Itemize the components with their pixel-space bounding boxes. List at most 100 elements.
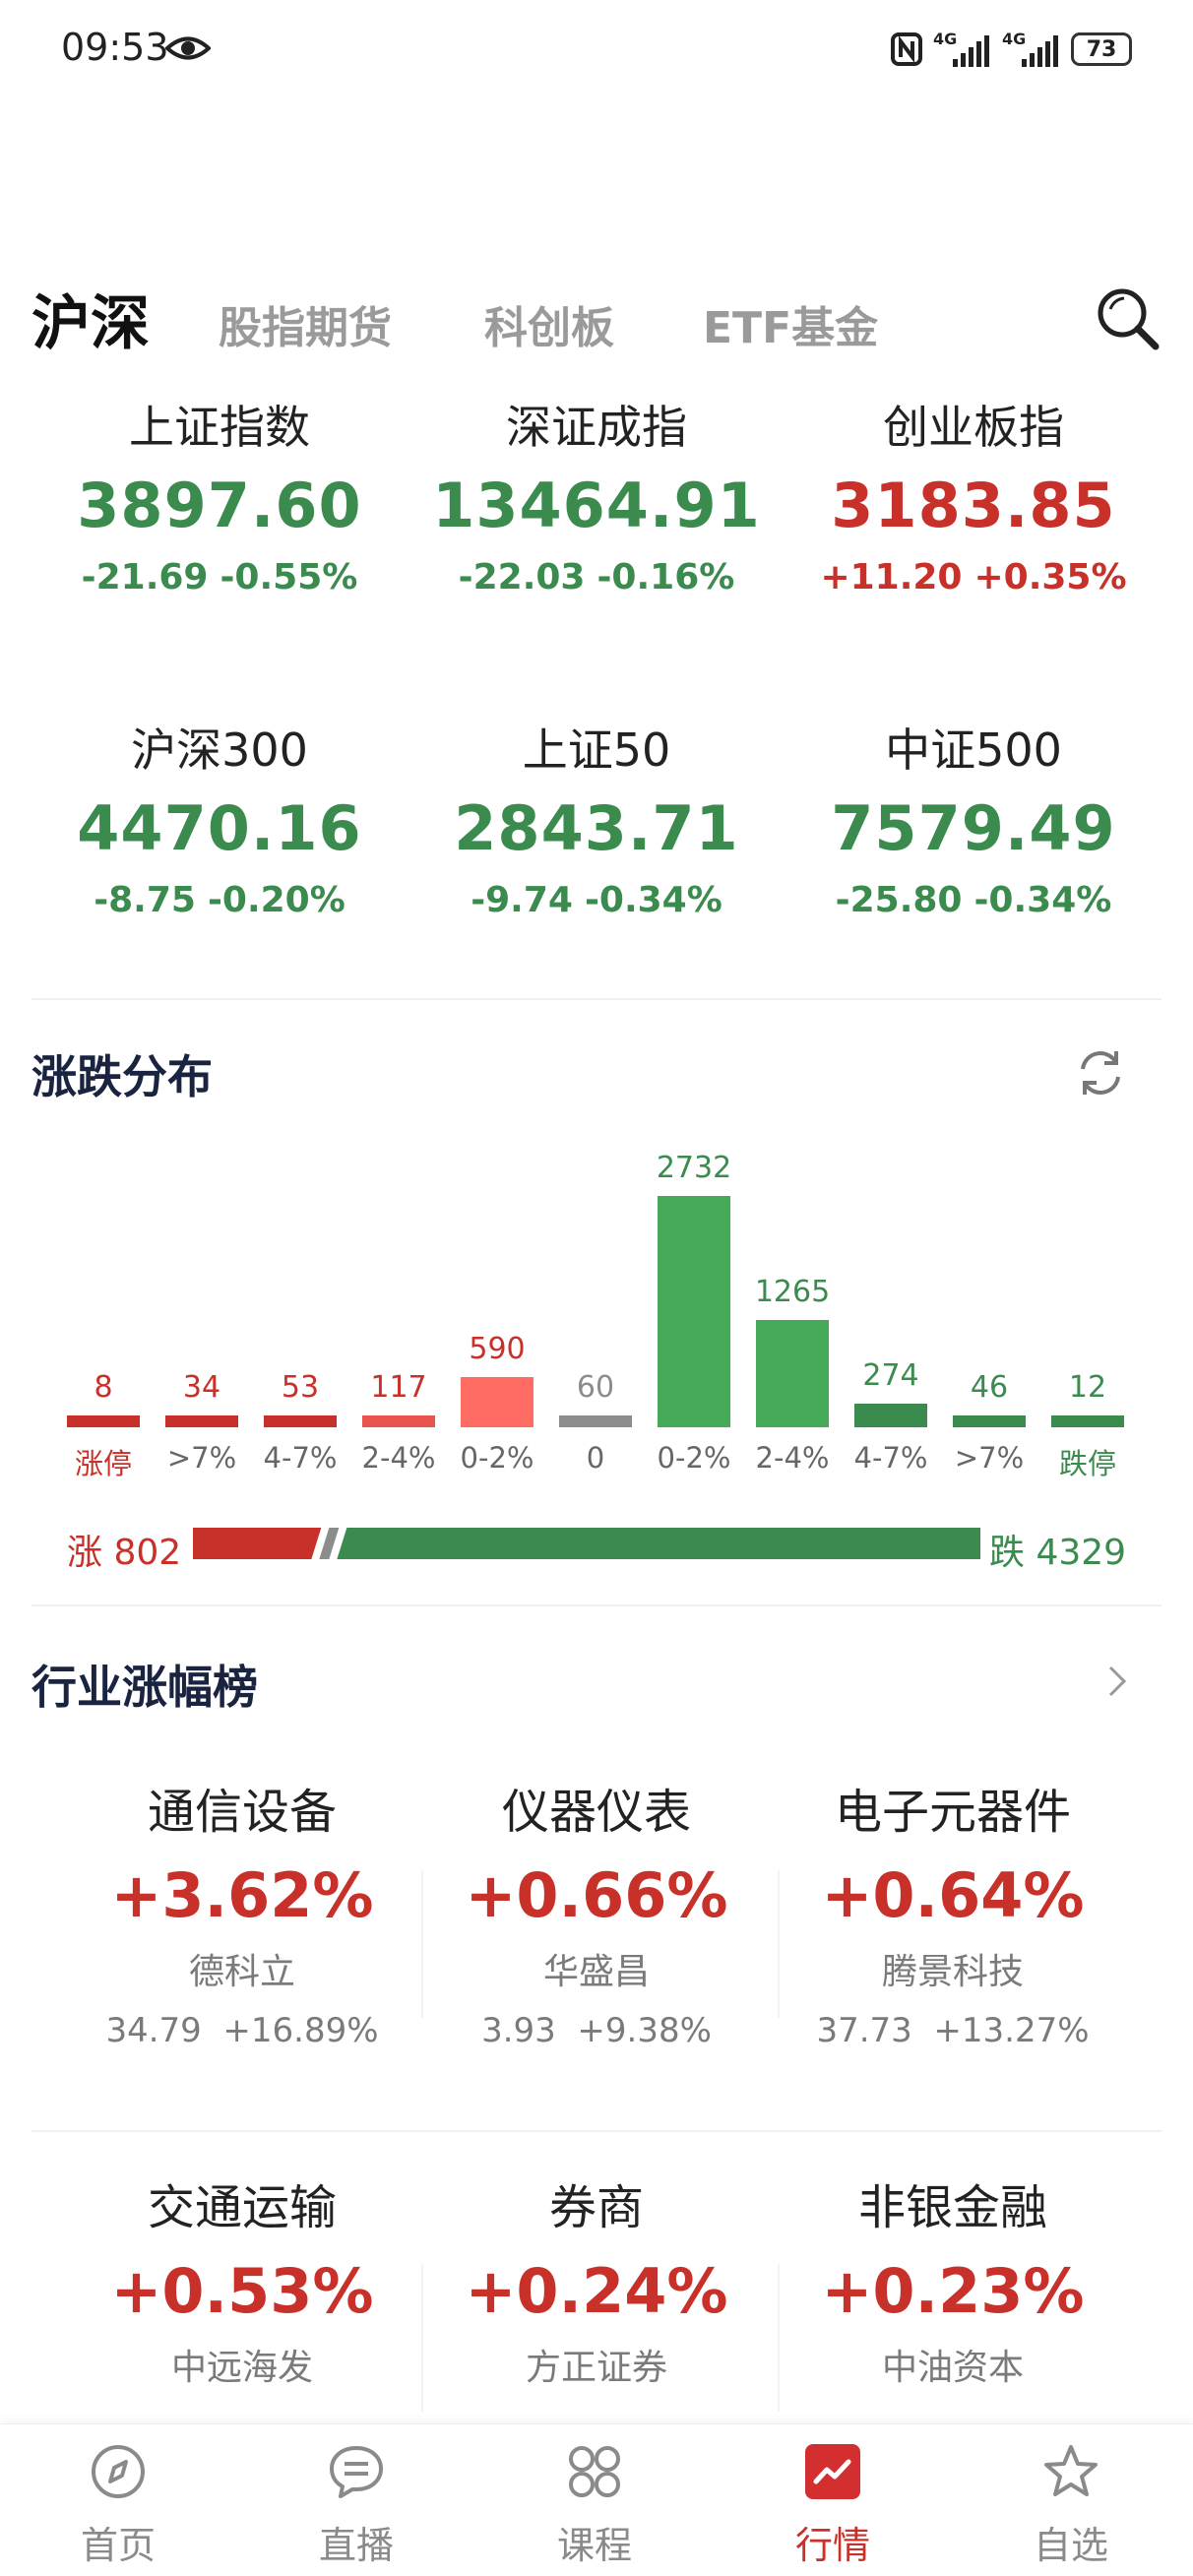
stock-percent: +13.27% xyxy=(933,2011,1090,2050)
distribution-value: 34 xyxy=(182,1370,221,1405)
leading-stock: 方正证券 xyxy=(525,2348,667,2388)
tab-hushen[interactable]: 沪深 xyxy=(31,289,150,358)
industry-percent: +0.24% xyxy=(465,2255,728,2327)
industry-card[interactable]: 仪器仪表 +0.66% 华盛昌 3.93 +9.38% xyxy=(419,1778,774,2061)
index-card[interactable]: 创业板指 3183.85 +11.20 +0.35% xyxy=(782,396,1165,602)
distribution-category: >7% xyxy=(954,1441,1025,1475)
index-change: +11.20 xyxy=(820,557,963,597)
nav-label: 自选 xyxy=(1033,2524,1108,2567)
chart-icon xyxy=(805,2444,860,2499)
divider xyxy=(31,2130,1162,2132)
industry-name: 电子元器件 xyxy=(834,1785,1071,1840)
industry-card[interactable]: 非银金融 +0.23% 中油资本 xyxy=(776,2173,1130,2396)
index-value: 3183.85 xyxy=(831,470,1116,541)
index-value: 4470.16 xyxy=(77,792,362,864)
index-change: -22.03 xyxy=(458,557,586,597)
distribution-value: 274 xyxy=(862,1358,919,1394)
index-change: -25.80 xyxy=(835,880,963,920)
industry-name: 非银金融 xyxy=(857,2180,1047,2235)
distribution-bar xyxy=(165,1415,238,1427)
distribution-value: 1265 xyxy=(754,1275,831,1310)
nav-courses[interactable]: 课程 xyxy=(496,2424,693,2576)
index-value: 13464.91 xyxy=(432,470,761,541)
industry-card[interactable]: 交通运输 +0.53% 中远海发 xyxy=(65,2173,419,2396)
index-percent: -0.34% xyxy=(584,880,722,920)
index-card[interactable]: 沪深300 4470.16 -8.75 -0.20% xyxy=(28,719,411,925)
index-name: 上证50 xyxy=(522,723,671,777)
nav-market[interactable]: 行情 xyxy=(734,2424,931,2576)
index-card[interactable]: 中证500 7579.49 -25.80 -0.34% xyxy=(782,719,1165,925)
tab-star-market[interactable]: 科创板 xyxy=(484,303,614,353)
nfc-icon xyxy=(891,32,922,66)
star-icon xyxy=(1044,2445,1098,2496)
distribution-bar xyxy=(756,1320,829,1427)
distribution-category: 涨停 xyxy=(74,1447,132,1480)
tab-index-futures[interactable]: 股指期货 xyxy=(219,303,392,353)
index-card[interactable]: 深证成指 13464.91 -22.03 -0.16% xyxy=(405,396,788,602)
distribution-value: 2732 xyxy=(656,1151,732,1185)
distribution-value: 60 xyxy=(576,1370,615,1405)
industry-card[interactable]: 券商 +0.24% 方正证券 xyxy=(419,2173,774,2396)
industry-percent: +0.66% xyxy=(465,1859,728,1931)
refresh-icon[interactable] xyxy=(1071,1043,1130,1102)
nav-label: 课程 xyxy=(556,2524,632,2567)
industry-name: 券商 xyxy=(548,2180,644,2235)
status-icons: 4G 4G 73 xyxy=(890,28,1132,71)
industry-card[interactable]: 通信设备 +3.62% 德科立 34.79 +16.89% xyxy=(65,1778,419,2061)
stock-percent: +16.89% xyxy=(222,2011,379,2050)
distribution-bar xyxy=(854,1404,927,1427)
distribution-category: 0 xyxy=(586,1441,605,1475)
industry-title: 行业涨幅榜 xyxy=(31,1661,258,1714)
nav-label: 行情 xyxy=(794,2524,870,2567)
flat-segment xyxy=(319,1528,340,1559)
leading-stock: 华盛昌 xyxy=(542,1952,650,1992)
distribution-category: 2-4% xyxy=(755,1441,830,1475)
battery-indicator: 73 xyxy=(1071,32,1132,66)
column-separator xyxy=(778,2264,780,2412)
fall-segment xyxy=(337,1528,980,1559)
column-separator xyxy=(778,1870,780,2018)
industry-name: 仪器仪表 xyxy=(501,1785,691,1840)
eye-icon xyxy=(165,36,211,60)
nav-label: 首页 xyxy=(80,2524,156,2567)
index-percent: +0.35% xyxy=(973,557,1127,597)
industry-name: 通信设备 xyxy=(147,1785,337,1840)
industry-percent: +0.64% xyxy=(821,1859,1085,1931)
distribution-chart: 8 涨停 34 >7% 53 4-7% 117 2-4% 590 0-2% 60 0 2732 0-2% 1… xyxy=(0,1132,1193,1486)
divider xyxy=(31,998,1162,1000)
distribution-bar xyxy=(559,1415,632,1427)
distribution-category: 0-2% xyxy=(460,1441,534,1475)
rise-count: 涨 802 xyxy=(67,1533,182,1573)
stock-percent: +9.38% xyxy=(577,2011,712,2050)
fall-count: 跌 4329 xyxy=(989,1533,1127,1573)
signal-2: 4G xyxy=(1002,30,1061,69)
stock-price: 37.73 xyxy=(816,2011,912,2050)
signal-1: 4G xyxy=(933,30,992,69)
signal-bars-icon xyxy=(953,35,989,67)
chevron-right-icon[interactable] xyxy=(1106,1662,1130,1701)
index-percent: -0.20% xyxy=(207,880,345,920)
index-change: -21.69 xyxy=(81,557,209,597)
industry-name: 交通运输 xyxy=(147,2180,337,2235)
distribution-category: 4-7% xyxy=(263,1441,338,1475)
nav-watchlist[interactable]: 自选 xyxy=(973,2424,1169,2576)
industry-percent: +0.23% xyxy=(821,2255,1085,2327)
distribution-bar xyxy=(1051,1415,1124,1427)
industry-percent: +3.62% xyxy=(110,1859,374,1931)
distribution-value: 53 xyxy=(281,1370,320,1405)
nav-label: 直播 xyxy=(318,2524,394,2567)
tab-etf[interactable]: ETF基金 xyxy=(703,303,879,353)
index-card[interactable]: 上证指数 3897.60 -21.69 -0.55% xyxy=(28,396,411,602)
status-bar: 09:53 4G 4G 73 xyxy=(0,0,1193,98)
distribution-bar xyxy=(658,1196,730,1427)
industry-card[interactable]: 电子元器件 +0.64% 腾景科技 37.73 +13.27% xyxy=(776,1778,1130,2061)
search-icon[interactable] xyxy=(1095,285,1163,354)
nav-live[interactable]: 直播 xyxy=(258,2424,455,2576)
nav-home[interactable]: 首页 xyxy=(20,2424,217,2576)
index-card[interactable]: 上证50 2843.71 -9.74 -0.34% xyxy=(405,719,788,925)
distribution-category: 跌停 xyxy=(1058,1447,1116,1480)
industry-percent: +0.53% xyxy=(110,2255,374,2327)
distribution-value: 8 xyxy=(94,1370,113,1405)
distribution-category: >7% xyxy=(166,1441,237,1475)
grid-icon xyxy=(569,2446,620,2497)
